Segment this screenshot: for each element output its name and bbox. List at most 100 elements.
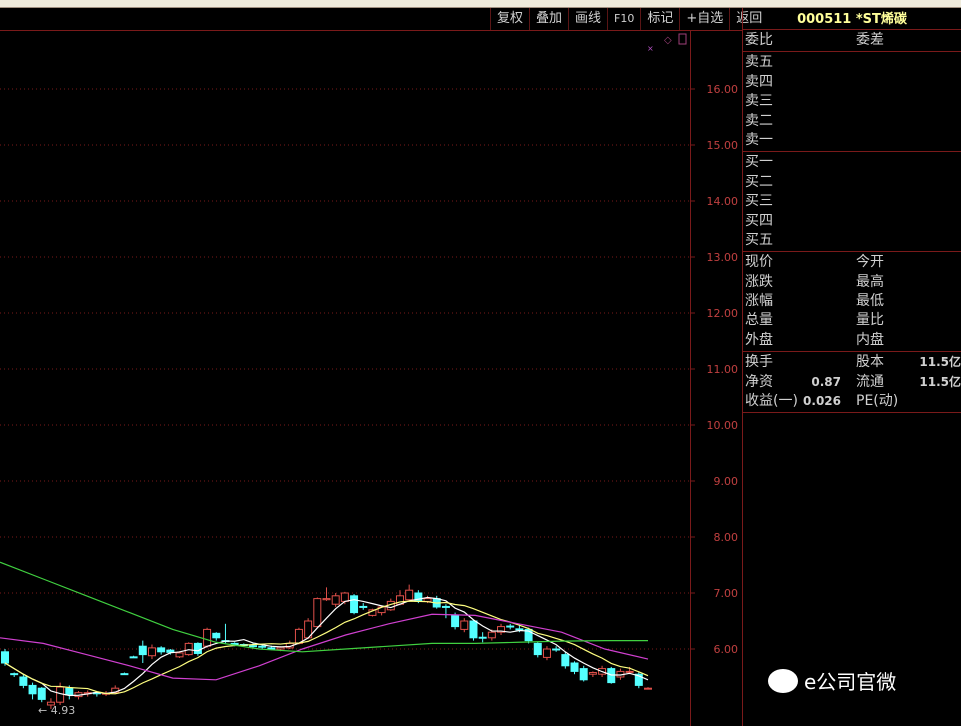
candle-body xyxy=(129,656,138,659)
fund-label: 收益(一) xyxy=(745,393,798,410)
quote-label: 涨跌 xyxy=(745,273,773,290)
buy-level-label: 买四 xyxy=(745,212,773,229)
candle xyxy=(570,661,579,675)
candle-body xyxy=(193,642,202,654)
candle-body xyxy=(340,592,349,602)
candle-body xyxy=(552,648,561,651)
candle xyxy=(359,603,368,610)
overlay-button[interactable]: 叠加 xyxy=(529,8,568,30)
candle xyxy=(331,593,340,607)
candle-body xyxy=(515,628,524,631)
chart-toolbar: 复权 叠加 画线 F10 标记 +自选 返回 xyxy=(490,8,768,30)
candle-body xyxy=(570,662,579,672)
candle-body xyxy=(441,605,450,608)
weicha-label: 委差 xyxy=(856,32,884,48)
candle xyxy=(478,632,487,643)
y-tick-label: 7.00 xyxy=(714,587,739,600)
candle-body xyxy=(65,687,74,696)
candle-body xyxy=(478,636,487,639)
sell-row: 卖三 xyxy=(743,92,961,111)
low-price-marker: ← 4.93 xyxy=(38,704,75,717)
candle-body xyxy=(184,642,193,656)
fund-label: 流通 xyxy=(856,373,884,390)
f10-button[interactable]: F10 xyxy=(607,8,640,30)
fund-value: 0.026 xyxy=(803,394,841,409)
candle xyxy=(542,646,551,661)
fund-value: 11.5亿 xyxy=(919,355,961,370)
candle xyxy=(340,591,349,605)
buy-level-label: 买二 xyxy=(745,173,773,190)
quote-label: 总量 xyxy=(745,312,773,329)
buy-row: 买一 xyxy=(743,153,961,172)
ma-xlong-line xyxy=(0,561,648,653)
star-marker-icon: × xyxy=(647,44,654,53)
candle-body xyxy=(157,647,166,653)
candle-body xyxy=(175,652,184,658)
quote-label: 最低 xyxy=(856,293,884,310)
fund-label: 股本 xyxy=(856,354,884,371)
fund-value: 11.5亿 xyxy=(919,374,961,389)
candle-body xyxy=(28,684,37,695)
quote-label: 今开 xyxy=(856,254,884,271)
sell-level-label: 卖三 xyxy=(745,93,773,110)
add-watchlist-button[interactable]: +自选 xyxy=(679,8,729,30)
quote-row: 现价 今开 xyxy=(743,253,961,272)
draw-line-button[interactable]: 画线 xyxy=(568,8,607,30)
candle-body xyxy=(561,654,570,667)
candle-body xyxy=(588,672,597,675)
candle xyxy=(644,687,652,690)
candle xyxy=(120,672,129,676)
candle xyxy=(322,587,331,601)
candle xyxy=(506,623,515,630)
sell-level-label: 卖五 xyxy=(745,54,773,71)
candle xyxy=(285,640,294,649)
candle-body xyxy=(542,648,551,658)
candle-body xyxy=(497,626,506,633)
fund-row: 净资 0.87 流通 11.5亿 xyxy=(743,373,961,392)
candle xyxy=(203,627,212,648)
candle xyxy=(561,651,570,669)
candle-body xyxy=(533,642,542,656)
candle-body xyxy=(579,668,588,681)
fund-value: 0.87 xyxy=(811,374,841,389)
fund-row: 收益(一) 0.026 PE(动) xyxy=(743,392,961,411)
candle xyxy=(37,687,46,703)
diamond-icon[interactable]: ◇ xyxy=(664,35,672,46)
candle xyxy=(19,674,28,689)
candle-body xyxy=(46,701,55,706)
sell-row: 卖二 xyxy=(743,112,961,131)
candle-body xyxy=(10,673,19,676)
candle-body xyxy=(138,645,147,656)
weibi-label: 委比 xyxy=(745,32,773,48)
y-tick-label: 14.00 xyxy=(707,195,739,208)
candle-body xyxy=(313,598,322,628)
buy-level-label: 买三 xyxy=(745,193,773,210)
kline-chart[interactable]: 16.00 15.00 14.00 13.00 12.00 11.00 10.00 9.00 8… xyxy=(0,31,742,726)
fund-row: 换手 股本 11.5亿 xyxy=(743,353,961,372)
candle xyxy=(497,623,506,635)
restore-rights-button[interactable]: 复权 xyxy=(490,8,529,30)
window-top-bar xyxy=(0,0,961,8)
quote-panel: 000511 *ST烯碳 委比 委差 卖五 卖四 卖三 卖二 卖一 买一 买二 买三 买四 买五 … xyxy=(742,8,961,726)
candle xyxy=(460,618,469,633)
candle-body xyxy=(120,673,129,676)
candle xyxy=(184,642,193,656)
quote-label: 现价 xyxy=(745,254,773,271)
buy-row: 买三 xyxy=(743,192,961,211)
candle-body xyxy=(625,670,634,673)
candle-body xyxy=(460,620,469,630)
y-tick-label: 6.00 xyxy=(714,643,739,656)
fund-label: PE(动) xyxy=(856,393,899,410)
candle-body xyxy=(506,625,515,628)
sell-row: 卖四 xyxy=(743,73,961,92)
candle xyxy=(212,632,221,641)
candle-body xyxy=(267,647,276,650)
candle-body xyxy=(469,620,478,639)
ma-long-line xyxy=(0,613,649,681)
stock-title: 000511 *ST烯碳 xyxy=(743,8,961,30)
mark-button[interactable]: 标记 xyxy=(640,8,679,30)
candle xyxy=(138,640,147,663)
candle-body xyxy=(322,598,331,601)
candle-body xyxy=(258,645,267,648)
candle xyxy=(533,642,542,658)
